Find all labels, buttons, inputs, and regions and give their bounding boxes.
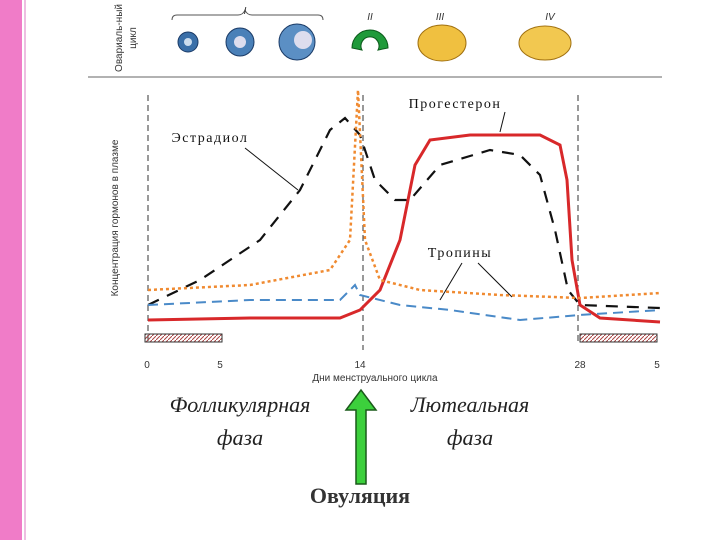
corpus-luteum-icon [417,24,467,62]
x-tick-label: 0 [144,360,150,371]
phase-label: фаза [217,425,263,450]
x-tick-label: 14 [354,360,366,371]
follicle-icon [294,31,312,49]
phase-label: Лютеальная [410,392,530,417]
corpus-albicans-icon [518,25,572,61]
x-tick-label: 5 [654,360,660,371]
menses-bar [579,333,658,343]
leader-line [439,262,463,301]
tropins-label: Тропины [428,246,492,261]
fsh-curve [147,283,661,322]
stage-label: III [436,12,445,23]
ovarian-label: цикл [128,27,139,49]
follicle-icon [184,38,192,46]
corpus-icon [351,29,389,51]
stage-bracket [171,8,324,21]
stage-label: II [367,12,373,23]
progesterone-label: Прогестерон [409,97,502,112]
hormone-chart: Концентрация гормонов в плазме Прогестер… [110,89,661,384]
y-axis-label: Концентрация гормонов в плазме [110,139,121,296]
x-axis-label: Дни менструального цикла [312,373,438,384]
side-stripe [0,0,22,540]
stage-label: IV [545,12,556,23]
menses-bar [144,333,223,343]
leader-line [499,111,506,133]
ovulation-arrow [344,388,378,485]
ovulation-label: Овуляция [310,483,410,508]
follicle-icon [234,36,246,48]
stage-label: I [244,6,247,17]
ovarian-cycle: Овариаль-ный цикл I II III IV [114,4,572,72]
phase-label: фаза [447,425,493,450]
progesterone-curve [147,133,661,324]
x-tick-label: 28 [574,360,586,371]
ovarian-label: Овариаль-ный [114,4,125,72]
estradiol-label: Эстрадиол [172,131,249,146]
lh-curve [147,89,661,300]
estradiol-curve [147,116,661,310]
x-tick-label: 5 [217,360,223,371]
leader-line [477,262,513,298]
phase-label: Фолликулярная [170,392,311,417]
leader-line [244,147,299,191]
